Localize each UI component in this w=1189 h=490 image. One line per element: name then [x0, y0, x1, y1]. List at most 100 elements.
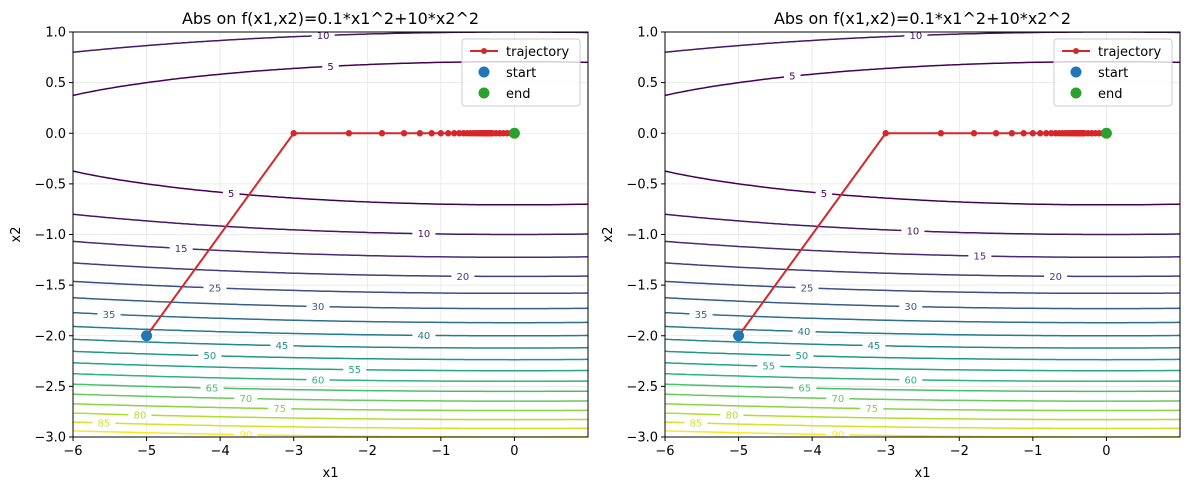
contour-line-30 [665, 297, 1180, 310]
contour-line-80 [665, 412, 1180, 421]
contour-label-gap [343, 364, 367, 375]
y-tick-label: 0.5 [637, 76, 658, 91]
contour-label-40: 40 [418, 331, 431, 342]
contour-line-85 [665, 421, 1180, 430]
contour-line-75 [665, 403, 1180, 412]
contour-label-45: 45 [276, 341, 289, 352]
contour-label-80: 80 [134, 410, 147, 421]
trajectory-point [378, 130, 386, 137]
x-tick-label: −2 [358, 444, 377, 459]
y-tick-label: −2.5 [34, 380, 66, 395]
end-marker [1100, 127, 1112, 139]
y-tick-label: 1.0 [45, 26, 66, 41]
contour-label-gap [684, 417, 708, 428]
contour-label-50: 50 [203, 351, 216, 362]
y-tick-label: −2.5 [626, 380, 658, 395]
contour-label-gap [234, 429, 258, 437]
contour-line-10 [73, 213, 588, 236]
trajectory-point [290, 130, 297, 137]
legend-label-start: start [1098, 66, 1128, 81]
y-axis-label: x2 [9, 227, 24, 243]
legend: trajectory start end [1053, 38, 1173, 107]
y-tick-label: −3.0 [626, 431, 658, 446]
contour-label-gap [899, 374, 923, 385]
trajectory-point [1020, 130, 1027, 137]
contour-line-15 [665, 240, 1180, 259]
contour-label-20: 20 [1049, 272, 1062, 283]
contour-label-gap [826, 429, 850, 437]
contour-label-gap [270, 340, 294, 351]
contour-label-gap [815, 188, 833, 199]
trajectory-point [437, 130, 445, 137]
contour-label-30: 30 [904, 302, 917, 313]
contour-line-40 [665, 325, 1180, 337]
contour-line-60 [73, 372, 588, 383]
x-tick-label: −2 [950, 444, 969, 459]
contour-label-85: 85 [690, 418, 703, 429]
legend-start-marker [1070, 66, 1082, 78]
y-tick-label: 0.5 [45, 76, 66, 91]
y-tick-label: 0.0 [45, 127, 66, 142]
legend-box [461, 38, 581, 107]
contour-label-25: 25 [209, 283, 222, 294]
legend-start-marker [478, 66, 490, 78]
legend-trajectory-marker [1073, 48, 1079, 54]
x-tick-label: −5 [137, 444, 156, 459]
contour-label-55: 55 [762, 362, 775, 373]
trajectory-point [1037, 130, 1044, 137]
contour-label-gap [451, 271, 475, 282]
contour-label-85: 85 [98, 418, 111, 429]
contour-label-65: 65 [206, 384, 219, 395]
contour-line-20 [665, 262, 1180, 278]
trajectory-point [970, 130, 978, 137]
contour-label-35: 35 [695, 310, 708, 321]
contour-line-45 [73, 338, 588, 349]
contour-line-20 [665, 0, 1180, 4]
legend-box [1053, 38, 1173, 107]
contour-line-35 [73, 311, 588, 324]
contour-label-15: 15 [175, 244, 188, 255]
chart-title: Abs on f(x1,x2)=0.1*x1^2+10*x2^2 [182, 9, 479, 28]
contour-line-50 [665, 350, 1180, 361]
contour-label-90: 90 [832, 430, 845, 441]
contour-label-70: 70 [832, 394, 845, 405]
contour-label-gap [860, 403, 884, 414]
contour-line-15 [73, 240, 588, 259]
contour-label-gap [322, 61, 339, 72]
contour-line-70 [73, 393, 588, 402]
contour-label-40: 40 [798, 327, 811, 338]
contour-line-50 [73, 350, 588, 361]
x-tick-label: 0 [510, 444, 518, 459]
trajectory-point [1008, 130, 1016, 137]
x-tick-label: −4 [211, 444, 230, 459]
contour-label-gap [720, 409, 744, 420]
contour-line-55 [665, 362, 1180, 372]
contour-line-5 [665, 170, 1180, 206]
contour-label-25: 25 [801, 283, 814, 294]
subplot-1: 10551015202530354045505560657075808590−6… [9, 9, 589, 481]
x-tick-label: −3 [876, 444, 895, 459]
y-tick-label: 0.0 [637, 127, 658, 142]
contour-label-gap [862, 340, 886, 351]
contour-label-35: 35 [103, 310, 116, 321]
contour-label-80: 80 [726, 410, 739, 421]
contour-line-65 [665, 383, 1180, 393]
contour-label-10: 10 [418, 229, 431, 240]
contour-label-gap [899, 301, 923, 312]
x-tick-label: −6 [63, 444, 82, 459]
contour-label-gap [790, 350, 814, 361]
contour-label-75: 75 [865, 404, 878, 415]
x-axis-label: x1 [915, 466, 931, 481]
contour-label-15: 15 [974, 252, 987, 263]
x-tick-label: −3 [284, 444, 303, 459]
legend-label-trajectory: trajectory [506, 45, 570, 60]
x-tick-label: −6 [655, 444, 674, 459]
contour-label-5: 5 [228, 189, 234, 200]
contour-label-gap [200, 383, 224, 394]
contour-label-gap [968, 251, 992, 262]
y-tick-label: −1.0 [34, 228, 66, 243]
trajectory-point [428, 130, 435, 137]
contour-label-gap [784, 71, 801, 82]
contour-line-35 [665, 311, 1180, 324]
